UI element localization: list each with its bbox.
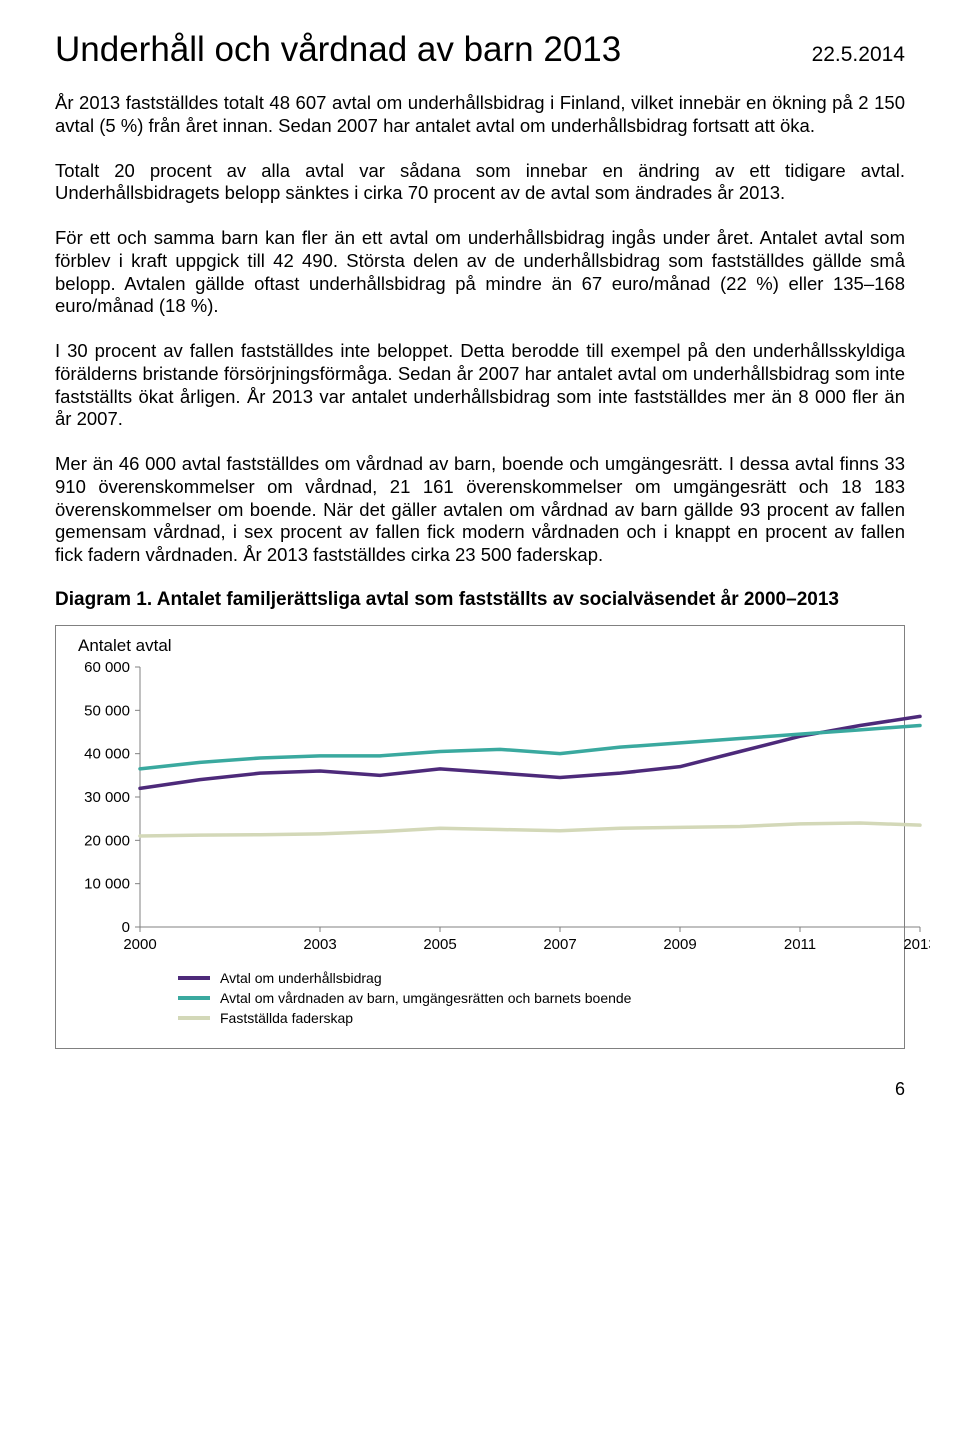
svg-text:60 000: 60 000: [84, 662, 130, 676]
svg-text:2013: 2013: [903, 936, 930, 953]
svg-text:2011: 2011: [784, 936, 816, 953]
chart-area: 0 10 000 20 000 30 000 40 000 50 000 60 000 200…: [78, 662, 886, 960]
chart-container: Antalet avtal 0 10 000 20 000 30 000 40 000 5…: [55, 625, 905, 1049]
legend-item: Fastställda faderskap: [178, 1010, 886, 1026]
page-number: 6: [55, 1079, 905, 1100]
svg-text:2000: 2000: [123, 936, 156, 953]
legend-item: Avtal om underhållsbidrag: [178, 970, 886, 986]
paragraph-1: År 2013 fastställdes totalt 48 607 avtal…: [55, 92, 905, 138]
svg-text:30 000: 30 000: [84, 789, 130, 806]
page-date: 22.5.2014: [812, 43, 905, 67]
chart-legend: Avtal om underhållsbidrag Avtal om vårdna…: [178, 970, 886, 1026]
svg-text:2007: 2007: [543, 936, 576, 953]
legend-swatch: [178, 996, 210, 1000]
svg-text:2005: 2005: [423, 936, 456, 953]
svg-text:0: 0: [122, 919, 130, 936]
svg-text:50 000: 50 000: [84, 702, 130, 719]
legend-label: Avtal om underhållsbidrag: [220, 970, 382, 986]
paragraph-3: För ett och samma barn kan fler än ett a…: [55, 227, 905, 318]
header-row: Underhåll och vårdnad av barn 2013 22.5.…: [55, 30, 905, 70]
diagram-heading: Diagram 1. Antalet familjerättsliga avta…: [55, 589, 905, 611]
svg-text:20 000: 20 000: [84, 832, 130, 849]
svg-text:40 000: 40 000: [84, 745, 130, 762]
svg-text:2003: 2003: [303, 936, 336, 953]
legend-item: Avtal om vårdnaden av barn, umgängesrätt…: [178, 990, 886, 1006]
y-axis-title: Antalet avtal: [78, 636, 886, 656]
legend-label: Fastställda faderskap: [220, 1010, 353, 1026]
svg-text:10 000: 10 000: [84, 875, 130, 892]
legend-swatch: [178, 976, 210, 980]
paragraph-2: Totalt 20 procent av alla avtal var såda…: [55, 160, 905, 206]
legend-swatch: [178, 1016, 210, 1020]
paragraph-5: Mer än 46 000 avtal fastställdes om vård…: [55, 453, 905, 567]
line-chart-svg: 0 10 000 20 000 30 000 40 000 50 000 60 000 200…: [78, 662, 930, 955]
page-title: Underhåll och vårdnad av barn 2013: [55, 30, 621, 70]
legend-label: Avtal om vårdnaden av barn, umgängesrätt…: [220, 990, 631, 1006]
paragraph-4: I 30 procent av fallen fastställdes inte…: [55, 340, 905, 431]
svg-text:2009: 2009: [663, 936, 696, 953]
